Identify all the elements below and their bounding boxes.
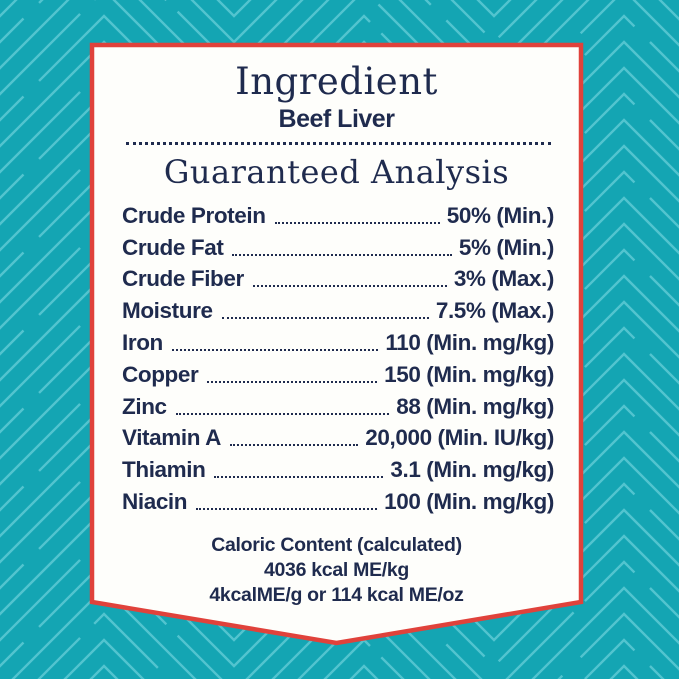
nutrient-label: Niacin (122, 488, 188, 514)
nutrition-label: Ingredient Beef Liver Guaranteed Analysi… (92, 45, 581, 643)
dot-leader (175, 412, 390, 415)
caloric-kcal-per-oz: 4kcalME/g or 114 kcal ME/oz (209, 583, 464, 606)
nutrient-value: 110 (Min. mg/kg) (385, 329, 554, 355)
dotted-divider (126, 142, 551, 145)
nutrient-label: Thiamin (122, 457, 206, 483)
nutrient-value: 100 (Min. mg/kg) (384, 488, 554, 514)
nutrient-value: 3% (Max.) (453, 266, 555, 292)
analysis-row: Zinc 88 (Min. mg/kg) (122, 391, 554, 423)
dot-leader (229, 444, 359, 447)
nutrient-value: 88 (Min. mg/kg) (396, 393, 554, 419)
analysis-row: Crude Fat 5% (Min.) (122, 232, 554, 264)
analysis-row: Crude Fiber 3% (Max.) (122, 264, 554, 296)
ingredient-heading: Ingredient (235, 60, 438, 103)
analysis-row: Copper 150 (Min. mg/kg) (122, 359, 554, 391)
nutrient-value: 7.5% (Max.) (435, 298, 555, 324)
dot-leader (232, 253, 452, 256)
dot-leader (171, 348, 379, 351)
nutrient-value: 150 (Min. mg/kg) (384, 361, 554, 387)
dot-leader (221, 317, 429, 320)
dot-leader (196, 507, 378, 510)
analysis-table: Crude Protein 50% (Min.) Crude Fat 5% (M… (122, 200, 554, 518)
nutrient-label: Crude Fat (122, 234, 224, 260)
analysis-row: Vitamin A 20,000 (Min. IU/kg) (122, 423, 554, 455)
caloric-content-title: Caloric Content (calculated) (211, 533, 462, 556)
analysis-row: Iron 110 (Min. mg/kg) (122, 327, 554, 359)
nutrient-label: Vitamin A (122, 425, 221, 451)
badge-shape (89, 42, 584, 646)
dot-leader (274, 221, 440, 224)
ingredient-name: Beef Liver (278, 105, 395, 133)
caloric-content-block: Caloric Content (calculated) 4036 kcal M… (92, 533, 581, 608)
analysis-row: Thiamin 3.1 (Min. mg/kg) (122, 454, 554, 486)
nutrient-label: Iron (122, 329, 163, 355)
nutrient-label: Zinc (122, 393, 167, 419)
nutrient-value: 50% (Min.) (446, 202, 555, 228)
nutrient-label: Crude Protein (122, 202, 266, 228)
nutrient-label: Crude Fiber (122, 266, 244, 292)
dot-leader (214, 476, 384, 479)
caloric-kcal-per-kg: 4036 kcal ME/kg (263, 558, 410, 581)
nutrient-value: 20,000 (Min. IU/kg) (365, 425, 554, 451)
nutrient-value: 5% (Min.) (458, 234, 555, 260)
analysis-row: Moisture 7.5% (Max.) (122, 295, 554, 327)
nutrient-label: Moisture (122, 298, 213, 324)
analysis-row: Crude Protein 50% (Min.) (122, 200, 554, 232)
nutrient-value: 3.1 (Min. mg/kg) (390, 457, 554, 483)
dot-leader (252, 285, 447, 288)
nutrient-label: Copper (122, 361, 199, 387)
analysis-row: Niacin 100 (Min. mg/kg) (122, 486, 554, 518)
dot-leader (207, 380, 378, 383)
guaranteed-analysis-heading: Guaranteed Analysis (163, 153, 510, 191)
